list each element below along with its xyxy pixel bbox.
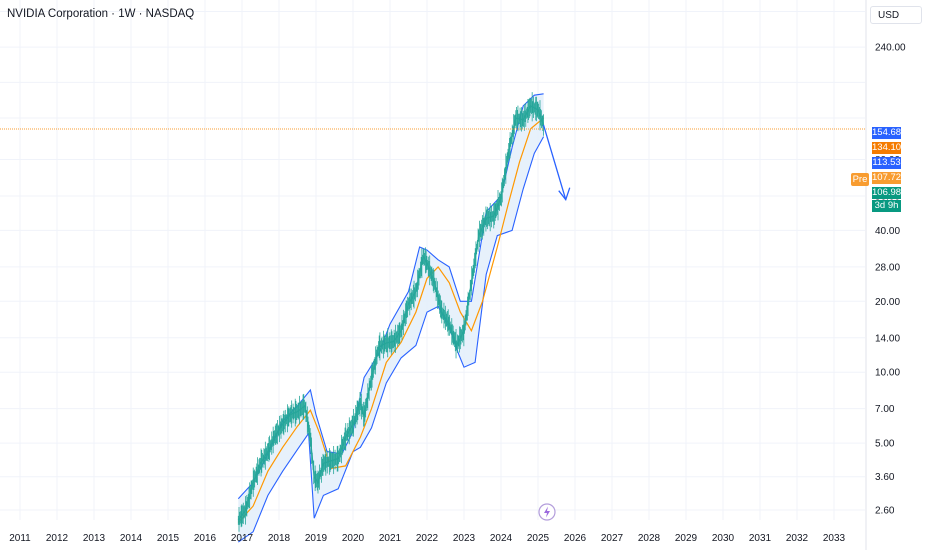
y-tick-label: 2.60	[875, 506, 895, 517]
x-tick-label: 2031	[749, 533, 772, 544]
x-tick-label: 2012	[46, 533, 69, 544]
x-tick-label: 2015	[157, 533, 180, 544]
x-tick-label: 2033	[823, 533, 846, 544]
symbol-title[interactable]: NVIDIA Corporation · 1W · NASDAQ	[7, 8, 195, 20]
x-tick-label: 2018	[268, 533, 291, 544]
price-tag: 113.53	[872, 157, 901, 169]
x-tick-label: 2022	[416, 533, 439, 544]
x-tick-label: 2017	[231, 533, 254, 544]
y-tick-label: 3.60	[875, 472, 895, 483]
y-tick-label: 14.00	[875, 333, 900, 344]
x-tick-label: 2032	[786, 533, 809, 544]
x-tick-label: 2030	[712, 533, 735, 544]
y-tick-label: 7.00	[875, 404, 895, 415]
y-tick-label: 240.00	[875, 43, 906, 54]
y-tick-label: 28.00	[875, 262, 900, 273]
price-candles	[237, 92, 545, 532]
price-axis: 2.60 3.60 5.00 7.00 10.00 14.00 20.00 28.00 40.0…	[865, 0, 906, 550]
x-tick-label: 2021	[379, 533, 402, 544]
lightning-bolt-icon[interactable]	[538, 503, 556, 521]
basis-line	[237, 117, 544, 523]
price-tag: 106.98	[872, 187, 902, 199]
x-tick-label: 2028	[638, 533, 661, 544]
x-tick-label: 2025	[527, 533, 550, 544]
x-tick-label: 2029	[675, 533, 698, 544]
pre-market-label: Pre	[851, 173, 869, 186]
x-tick-label: 2027	[601, 533, 624, 544]
x-tick-label: 2020	[342, 533, 365, 544]
price-tag: 154.68	[872, 127, 902, 139]
x-tick-label: 2016	[194, 533, 217, 544]
y-tick-label: 40.00	[875, 226, 900, 237]
x-tick-label: 2014	[120, 533, 143, 544]
y-tick-label: 10.00	[875, 368, 900, 379]
currency-selector[interactable]: USD	[870, 6, 922, 24]
price-line	[237, 105, 545, 521]
x-tick-label: 2023	[453, 533, 476, 544]
x-tick-label: 2013	[83, 533, 106, 544]
projection-arrow	[542, 124, 567, 200]
price-tag: 134.10	[872, 142, 902, 154]
x-tick-label: 2026	[564, 533, 587, 544]
price-tag: 107.72	[872, 172, 902, 184]
x-tick-label: 2011	[9, 533, 31, 544]
x-tick-label: 2024	[490, 533, 513, 544]
chart-overlay	[0, 124, 865, 202]
y-tick-label: 20.00	[875, 297, 900, 308]
x-tick-label: 2019	[305, 533, 328, 544]
lower-band-line	[237, 136, 545, 543]
y-tick-label: 5.00	[875, 439, 895, 450]
projection-arrowhead	[558, 187, 571, 202]
band-fill	[238, 93, 544, 543]
time-axis: 2011 2012 2013 2014 2015 2016 2017 2018 2019 2020…	[9, 533, 845, 544]
bollinger-bands	[237, 93, 545, 543]
price-tag: 3d 9h	[872, 200, 901, 212]
